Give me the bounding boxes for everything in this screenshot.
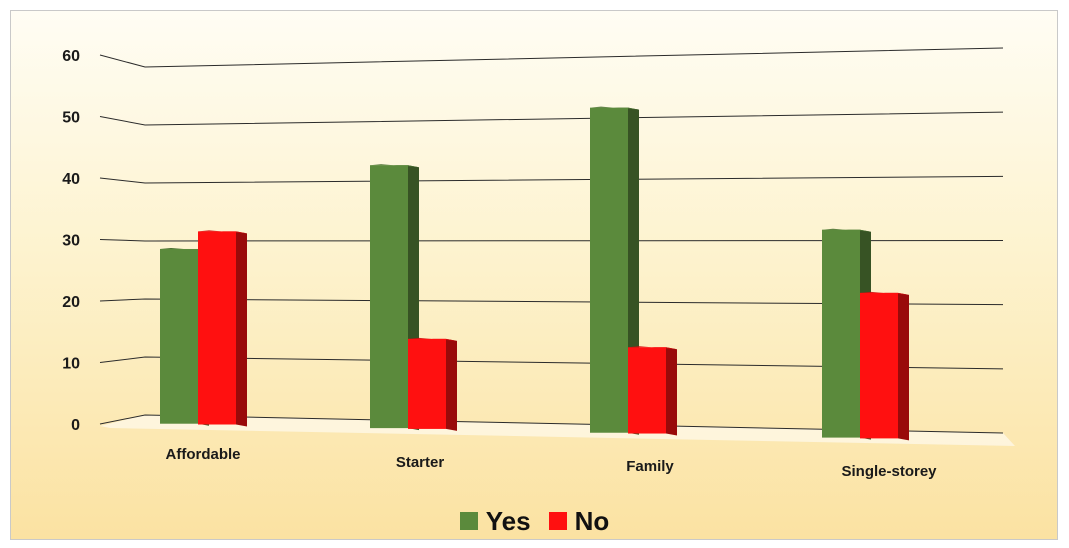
bar-top [822, 228, 871, 232]
bar-front [408, 338, 446, 429]
y-axis-ticks: 0 10 20 30 40 50 60 [62, 48, 80, 434]
bar-side [236, 231, 247, 427]
bar-side [898, 292, 909, 441]
gridline [99, 175, 1004, 184]
bar-front [860, 292, 898, 439]
bar-top [590, 106, 639, 110]
bar-top [160, 247, 209, 251]
y-tick-label: 40 [62, 171, 80, 188]
gridline [99, 298, 1004, 306]
bar-no-family [628, 346, 677, 436]
bar-front [198, 231, 236, 425]
bar-front [590, 107, 628, 433]
bar-front [822, 229, 860, 438]
bar-top [628, 346, 677, 350]
gridline [99, 239, 1004, 242]
bar-side [446, 338, 457, 431]
legend-swatch-no [548, 512, 567, 530]
x-category-label: Single-storey [841, 463, 937, 480]
chart-floor [100, 415, 1015, 446]
x-category-label: Affordable [166, 446, 241, 463]
y-tick-label: 30 [62, 233, 80, 250]
legend-item-yes: Yes [459, 506, 531, 536]
gridline [99, 47, 1004, 68]
gridline [99, 414, 1004, 434]
bar-top [370, 164, 419, 168]
bar-front [370, 165, 408, 429]
bar-top [408, 337, 457, 341]
bar-top [860, 291, 909, 295]
legend-label-no: No [574, 506, 610, 536]
y-tick-label: 50 [62, 110, 80, 127]
x-category-label: Starter [396, 454, 445, 471]
legend: Yes No [0, 506, 1069, 536]
bar-front [160, 248, 198, 424]
legend-swatch-yes [459, 512, 478, 530]
y-tick-label: 20 [62, 294, 80, 311]
bar-no-affordable [198, 230, 247, 427]
gridline [99, 111, 1004, 126]
legend-item-no: No [548, 506, 610, 536]
bars [160, 106, 909, 441]
legend-label-yes: Yes [485, 506, 531, 536]
bar-no-starter [408, 337, 457, 431]
bar-side [666, 347, 677, 436]
bar-front [628, 347, 666, 434]
y-tick-label: 10 [62, 356, 80, 373]
gridline [99, 356, 1004, 370]
bar-no-single-storey [860, 291, 909, 441]
x-category-label: Family [626, 458, 674, 475]
y-tick-label: 0 [71, 417, 80, 434]
y-tick-label: 60 [62, 48, 80, 65]
x-axis-labels: Affordable Starter Family Single-storey [166, 446, 938, 480]
gridlines [99, 47, 1015, 446]
bar-top [198, 230, 247, 234]
